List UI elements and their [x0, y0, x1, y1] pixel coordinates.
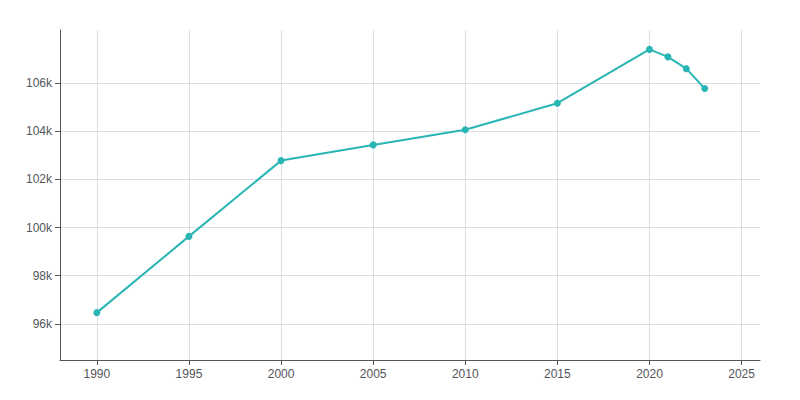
svg-text:102k: 102k [26, 172, 53, 186]
svg-text:98k: 98k [33, 269, 53, 283]
svg-text:2015: 2015 [544, 367, 571, 381]
svg-text:2005: 2005 [360, 367, 387, 381]
svg-text:2000: 2000 [268, 367, 295, 381]
svg-text:104k: 104k [26, 124, 53, 138]
svg-text:106k: 106k [26, 76, 53, 90]
svg-text:96k: 96k [33, 317, 53, 331]
svg-text:1995: 1995 [176, 367, 203, 381]
svg-text:100k: 100k [26, 221, 53, 235]
svg-text:2020: 2020 [636, 367, 663, 381]
svg-text:1990: 1990 [83, 367, 110, 381]
svg-text:2010: 2010 [452, 367, 479, 381]
svg-text:2025: 2025 [728, 367, 755, 381]
